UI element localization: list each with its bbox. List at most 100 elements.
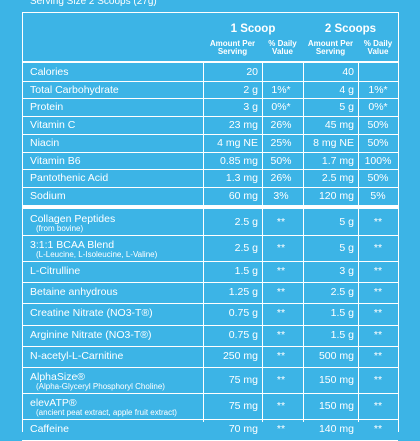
row-rule [22, 80, 398, 82]
cell-value: ** [276, 349, 286, 362]
row-rule [22, 234, 398, 236]
ingredient-name: Creatine Nitrate (NO3-T®) [30, 307, 153, 320]
row-rule [22, 345, 398, 347]
cell-value: 120 mg [318, 189, 354, 202]
cell-value: 0%* [271, 101, 291, 114]
frame-line [22, 12, 398, 13]
label-page: {"serving_size": "Serving Size 2 Scoops … [22, 0, 399, 441]
cell-value: ** [373, 328, 383, 341]
cell-value: ** [276, 400, 286, 413]
cell-value: 4 mg NE [217, 136, 258, 149]
cell-value: ** [276, 374, 286, 387]
column-line [203, 62, 204, 422]
cell-value: 0.85 mg [220, 154, 258, 167]
cell-value: 23 mg [228, 119, 258, 132]
nutrient-name: Total Carbohydrate [30, 83, 119, 96]
column-title: 2 Scoops [324, 23, 377, 35]
amount-header: Amount Per Serving [307, 39, 354, 56]
ingredient-note: (L-Leucine, L-Isoleucine, L-Valine) [36, 249, 158, 259]
cell-value: 500 mg [318, 349, 354, 362]
ingredient-note: (Alpha-Glyceryl Phosphoryl Choline) [36, 382, 165, 392]
row-rule [22, 324, 398, 326]
ingredient-name: Collagen Peptides [30, 212, 116, 225]
cell-value: ** [373, 400, 383, 413]
dv-header: % Daily Value [363, 39, 393, 56]
cell-value: 5 g [339, 101, 354, 114]
row-rule [22, 151, 398, 153]
header-rule [22, 61, 398, 63]
row-rule [22, 260, 398, 262]
row-rule [22, 186, 398, 188]
cell-value: ** [373, 215, 383, 228]
cell-value: ** [373, 349, 383, 362]
cell-value: 1.3 mg [225, 172, 258, 185]
cell-value: 3 g [339, 264, 354, 277]
cell-value: 50% [367, 119, 389, 132]
cell-value: 26% [270, 119, 292, 132]
cell-value: 8 mg NE [313, 136, 354, 149]
column-title: 1 Scoop [230, 23, 276, 35]
nutrient-name: Niacin [30, 136, 60, 149]
row-rule [22, 98, 398, 100]
cell-value: 5 g [339, 241, 354, 254]
ingredient-name: AlphaSize® [30, 371, 86, 384]
nutrient-name: Vitamin C [30, 119, 76, 132]
cell-value: 0.75 g [228, 307, 258, 320]
cell-value: ** [276, 264, 286, 277]
cell-value: 45 mg [324, 119, 354, 132]
nutrient-name: Vitamin B6 [30, 154, 81, 167]
row-rule [22, 393, 398, 395]
cell-value: ** [276, 285, 286, 298]
cell-value: ** [276, 328, 286, 341]
cell-value: 0%* [368, 101, 388, 114]
nutrient-name: Protein [30, 101, 64, 114]
cell-value: 2.5 g [234, 215, 258, 228]
nutrient-name: Calories [30, 66, 69, 78]
row-rule [22, 116, 398, 118]
cell-value: 1.7 mg [321, 154, 354, 167]
cell-value: ** [373, 264, 383, 277]
cell-value: 5% [370, 189, 386, 202]
frame-line [398, 12, 399, 432]
dv-header: % Daily Value [268, 39, 297, 56]
cell-value: 20 [246, 66, 258, 78]
cell-value: 3 g [243, 101, 258, 114]
column-line [303, 62, 304, 422]
cell-value: 2.5 g [330, 285, 354, 298]
cell-value: 100% [364, 154, 392, 167]
cell-value: 5 g [339, 215, 354, 228]
cell-value: 250 mg [222, 349, 258, 362]
ingredient-name: Caffeine [30, 423, 69, 436]
ingredient-name: L-Citrulline [30, 264, 81, 277]
row-rule [22, 133, 398, 135]
cell-value: 4 g [339, 83, 354, 96]
ingredient-name: Arginine Nitrate (NO3-T®) [30, 328, 152, 341]
cell-value: 2.5 mg [321, 172, 354, 185]
cell-value: 1.25 g [228, 285, 258, 298]
cell-value: 1%* [368, 83, 388, 96]
cell-value: ** [373, 307, 383, 320]
cell-value: 50% [270, 154, 292, 167]
nutrient-name: Pantothenic Acid [30, 172, 109, 185]
cell-value: 25% [270, 136, 292, 149]
cell-value: 2 g [243, 83, 258, 96]
cell-value: 1.5 g [234, 264, 258, 277]
cell-value: ** [373, 241, 383, 254]
cell-value: 50% [367, 136, 389, 149]
cell-value: 150 mg [318, 400, 354, 413]
row-rule [22, 169, 398, 171]
cell-value: ** [276, 423, 286, 436]
ingredient-note: (ancient peat extract, apple fruit extra… [36, 408, 177, 418]
cell-value: 3% [273, 189, 289, 202]
ingredient-name: Betaine anhydrous [30, 285, 118, 298]
cell-value: 60 mg [228, 189, 258, 202]
cell-value: 26% [270, 172, 292, 185]
ingredient-name: N-acetyl-L-Carnitine [30, 349, 124, 362]
cell-value: 1%* [271, 83, 291, 96]
cell-value: 50% [367, 172, 389, 185]
ingredient-name: elevATP® [30, 397, 77, 410]
cell-value: ** [373, 374, 383, 387]
cell-value: 0.75 g [228, 328, 258, 341]
cell-value: 75 mg [228, 400, 258, 413]
cell-value: 1.5 g [330, 328, 354, 341]
